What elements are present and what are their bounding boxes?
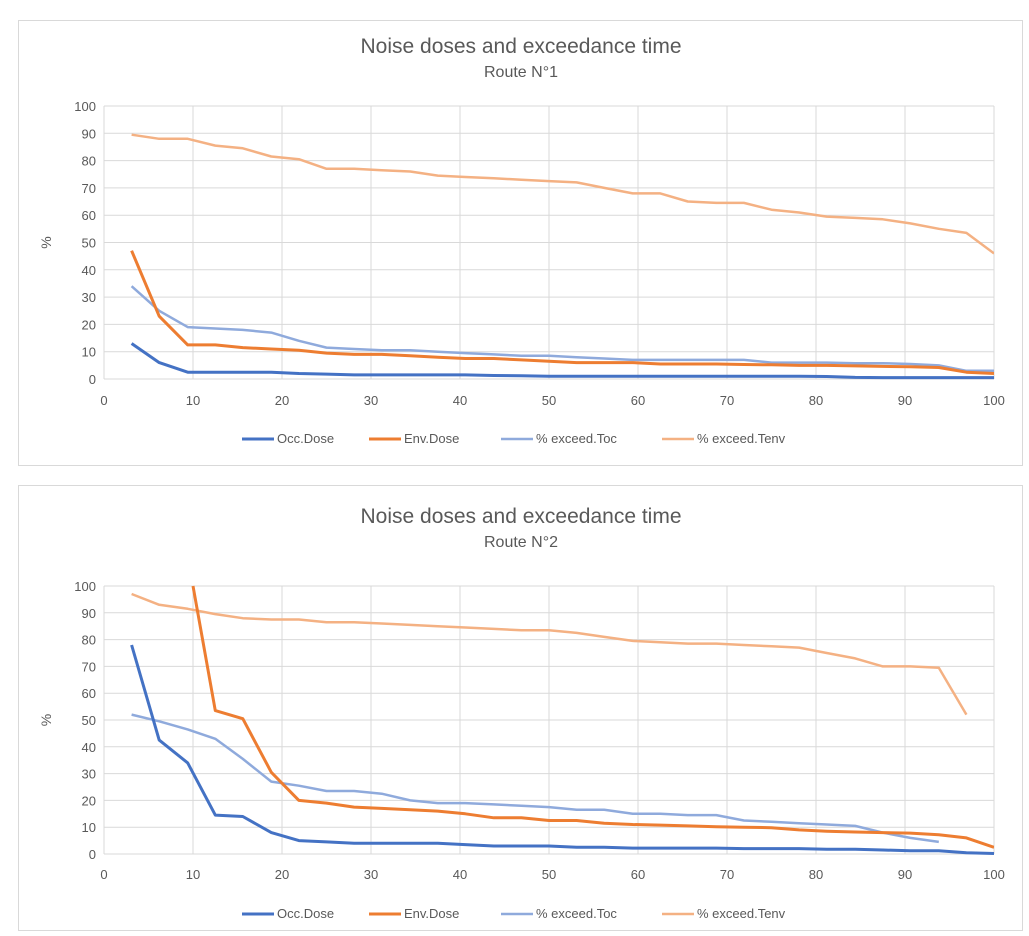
series-line-env-dose: [130, 250, 994, 375]
y-tick-label: 80: [82, 633, 96, 648]
legend-label: Env.Dose: [404, 906, 459, 921]
series-line--exceed-tenv: [131, 592, 968, 716]
x-tick-label: 20: [275, 867, 289, 882]
y-tick-label: 20: [82, 793, 96, 808]
chart-panel-route-2: Noise doses and exceedance time Route N°2…: [18, 485, 1023, 931]
x-tick-label: 90: [898, 393, 912, 408]
y-tick-label: 70: [82, 181, 96, 196]
x-tick-label: 30: [364, 867, 378, 882]
legend-label: % exceed.Toc: [536, 431, 617, 446]
y-tick-label: 90: [82, 606, 96, 621]
x-tick-label: 70: [720, 393, 734, 408]
chart-title: Noise doses and exceedance time: [360, 505, 681, 528]
chart-title: Noise doses and exceedance time: [360, 35, 681, 58]
x-tick-label: 30: [364, 393, 378, 408]
gridlines: [103, 105, 995, 380]
x-tick-label: 0: [100, 393, 107, 408]
chart-subtitle: Route N°2: [484, 534, 558, 551]
y-tick-label: 90: [82, 126, 96, 141]
y-tick-label: 10: [82, 820, 96, 835]
y-tick-label: 60: [82, 686, 96, 701]
y-tick-label: 20: [82, 317, 96, 332]
x-tick-label: 40: [453, 867, 467, 882]
legend-label: Occ.Dose: [277, 906, 334, 921]
legend-label: Env.Dose: [404, 431, 459, 446]
x-tick-label: 60: [631, 867, 645, 882]
y-tick-label: 60: [82, 208, 96, 223]
x-tick-label: 10: [186, 393, 200, 408]
y-tick-label: 30: [82, 290, 96, 305]
legend: Occ.Dose Env.Dose % exceed.Toc % exceed.Ten…: [242, 431, 786, 446]
x-tick-label: 50: [542, 393, 556, 408]
y-tick-label: 50: [82, 236, 96, 251]
legend-label: % exceed.Tenv: [697, 906, 786, 921]
chart-svg-route-2: Noise doses and exceedance time Route N°2…: [38, 505, 1005, 921]
x-tick-label: 100: [983, 867, 1005, 882]
x-tick-label: 20: [275, 393, 289, 408]
x-tick-label: 90: [898, 867, 912, 882]
legend-label: % exceed.Toc: [536, 906, 617, 921]
y-tick-label: 70: [82, 659, 96, 674]
y-tick-label: 0: [89, 847, 96, 862]
y-tick-label: 100: [74, 579, 96, 594]
series-line-env-dose: [191, 585, 994, 849]
series-line--exceed-tenv: [131, 133, 994, 255]
y-tick-label: 50: [82, 713, 96, 728]
x-tick-label: 80: [809, 393, 823, 408]
y-tick-label: 0: [89, 372, 96, 387]
y-tick-label: 100: [74, 99, 96, 114]
legend: Occ.Dose Env.Dose % exceed.Toc % exceed.Ten…: [242, 906, 786, 921]
x-tick-label: 70: [720, 867, 734, 882]
x-tick-label: 80: [809, 867, 823, 882]
x-tick-label: 60: [631, 393, 645, 408]
x-tick-label: 40: [453, 393, 467, 408]
series-line--exceed-toc: [130, 285, 994, 373]
gridlines: [103, 585, 995, 855]
legend-label: % exceed.Tenv: [697, 431, 786, 446]
y-tick-label: 30: [82, 767, 96, 782]
y-tick-label: 40: [82, 263, 96, 278]
chart-svg-route-1: Noise doses and exceedance time Route N°1…: [38, 35, 1005, 446]
chart-panel-route-1: Noise doses and exceedance time Route N°1…: [18, 20, 1023, 466]
series-line-occ-dose: [130, 644, 994, 855]
y-tick-label: 80: [82, 154, 96, 169]
x-tick-label: 10: [186, 867, 200, 882]
x-tick-label: 50: [542, 867, 556, 882]
chart-subtitle: Route N°1: [484, 64, 558, 81]
x-tick-label: 0: [100, 867, 107, 882]
series-line-occ-dose: [130, 342, 994, 380]
y-tick-label: 10: [82, 345, 96, 360]
y-tick-label: 40: [82, 740, 96, 755]
series-line--exceed-toc: [131, 713, 939, 844]
x-tick-label: 100: [983, 393, 1005, 408]
legend-label: Occ.Dose: [277, 431, 334, 446]
y-axis-label: %: [38, 236, 54, 248]
y-axis-label: %: [38, 714, 54, 726]
